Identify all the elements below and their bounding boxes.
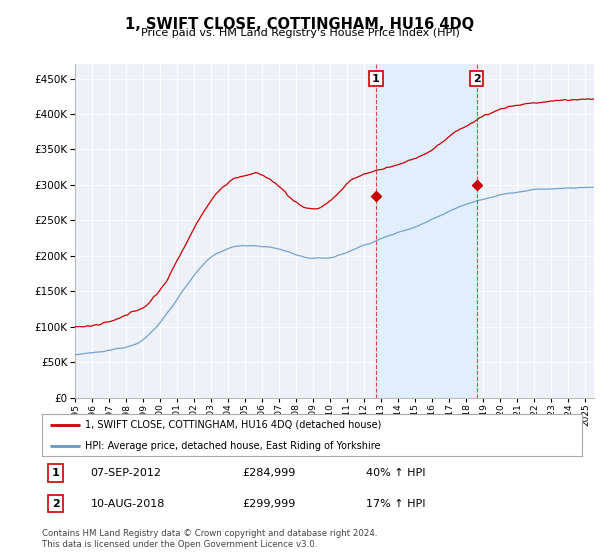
Text: 07-SEP-2012: 07-SEP-2012 bbox=[91, 468, 161, 478]
Text: Price paid vs. HM Land Registry's House Price Index (HPI): Price paid vs. HM Land Registry's House … bbox=[140, 28, 460, 38]
Text: 2: 2 bbox=[52, 498, 59, 508]
Text: 10-AUG-2018: 10-AUG-2018 bbox=[91, 498, 165, 508]
Text: 1, SWIFT CLOSE, COTTINGHAM, HU16 4DQ (detached house): 1, SWIFT CLOSE, COTTINGHAM, HU16 4DQ (de… bbox=[85, 420, 382, 430]
Bar bbox=[376, 64, 477, 398]
Text: 2: 2 bbox=[473, 73, 481, 83]
Text: HPI: Average price, detached house, East Riding of Yorkshire: HPI: Average price, detached house, East… bbox=[85, 441, 381, 451]
Text: 17% ↑ HPI: 17% ↑ HPI bbox=[366, 498, 425, 508]
Text: 1, SWIFT CLOSE, COTTINGHAM, HU16 4DQ: 1, SWIFT CLOSE, COTTINGHAM, HU16 4DQ bbox=[125, 17, 475, 32]
Text: £284,999: £284,999 bbox=[242, 468, 295, 478]
Text: 1: 1 bbox=[52, 468, 59, 478]
Text: Contains HM Land Registry data © Crown copyright and database right 2024.
This d: Contains HM Land Registry data © Crown c… bbox=[42, 529, 377, 549]
Text: 40% ↑ HPI: 40% ↑ HPI bbox=[366, 468, 425, 478]
Text: 1: 1 bbox=[372, 73, 380, 83]
Text: £299,999: £299,999 bbox=[242, 498, 295, 508]
